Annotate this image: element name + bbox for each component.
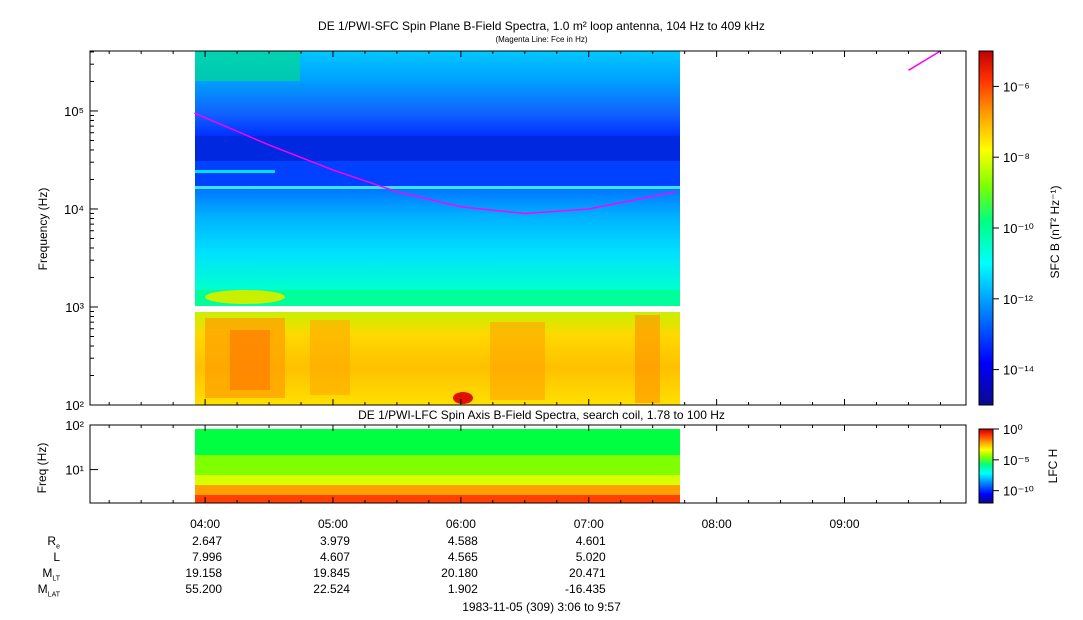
lower-red-band — [195, 495, 680, 503]
main-y-tick-label: 10² — [65, 398, 84, 413]
blue-band — [195, 161, 680, 186]
ephemeris-value: 5.020 — [575, 550, 606, 564]
lower-spectrogram — [195, 429, 680, 503]
red-spot — [453, 392, 473, 404]
time-tick-label: 04:00 — [190, 517, 221, 531]
lower-y-axis-label: Freq (Hz) — [35, 442, 49, 494]
ephemeris-value: 2.647 — [192, 534, 223, 548]
lower-y-tick-label: 10² — [65, 418, 84, 433]
lower-colorbar — [978, 428, 994, 504]
mid-frequency-band — [195, 186, 680, 306]
green-band — [195, 290, 680, 306]
ephemeris-label-mlt: MLT — [42, 566, 60, 583]
lower-colorbar-tick-label: 10⁰ — [1003, 422, 1023, 437]
cyan-streak — [195, 170, 275, 173]
main-colorbar-label: SFC B (nT² Hz⁻¹) — [1048, 185, 1062, 279]
time-tick-label: 06:00 — [445, 517, 476, 531]
time-tick-label: 08:00 — [701, 517, 732, 531]
ephemeris-value: 1.902 — [447, 582, 478, 596]
yellow-burst — [205, 290, 285, 304]
ephemeris-value: 22.524 — [313, 582, 350, 596]
fce-line-series-late — [908, 50, 941, 71]
main-y-tick-label: 10⁵ — [64, 104, 84, 119]
main-y-axis: 10² 10³ 10⁴ 10⁵ — [64, 51, 98, 413]
ephemeris-value: 4.588 — [447, 534, 478, 548]
lower-plot-frame — [89, 424, 967, 504]
green-patch — [195, 51, 300, 81]
ephemeris-value: 7.996 — [192, 550, 223, 564]
main-plot-frame — [89, 50, 967, 406]
main-chart-subtitle: (Magenta Line: Fce in Hz) — [495, 35, 588, 44]
ephemeris-value: 4.607 — [319, 550, 350, 564]
lower-y-axis: 10¹ 10² — [65, 418, 98, 478]
time-tick-label: 07:00 — [573, 517, 604, 531]
time-tick-label: 09:00 — [829, 517, 860, 531]
lower-colorbar-tick-label: 10⁻¹⁰ — [1003, 484, 1034, 499]
main-colorbar-tick-label: 10⁻⁶ — [1003, 79, 1030, 94]
ephemeris-label-mlat: MLAT — [37, 582, 60, 599]
main-spectrogram — [195, 51, 680, 405]
lower-orange-band — [195, 485, 680, 495]
orange-patch-4 — [490, 322, 545, 400]
main-chart-title: DE 1/PWI-SFC Spin Plane B-Field Spectra,… — [318, 19, 765, 33]
footer-time-range: 1983-11-05 (309) 3:06 to 9:57 — [462, 600, 621, 614]
lower-y-tick-label: 10¹ — [65, 463, 84, 478]
orange-patch-3 — [310, 320, 350, 395]
lower-chart-title: DE 1/PWI-LFC Spin Axis B-Field Spectra, … — [358, 408, 725, 422]
orange-patch-5 — [635, 315, 660, 403]
main-colorbar-axis: 10⁻⁶ 10⁻⁸ 10⁻¹⁰ 10⁻¹² 10⁻¹⁴ — [993, 79, 1034, 378]
ephemeris-value: -16.435 — [565, 582, 606, 596]
lower-yellow-band — [195, 475, 680, 485]
ephemeris-value: 19.845 — [313, 566, 350, 580]
ephemeris-value: 4.601 — [575, 534, 606, 548]
main-colorbar-tick-label: 10⁻⁸ — [1003, 150, 1030, 165]
orange-patch-2 — [230, 330, 270, 390]
cyan-line — [195, 186, 680, 189]
time-tick-label: 05:00 — [317, 517, 348, 531]
ephemeris-value: 3.979 — [319, 534, 350, 548]
main-y-axis-label: Frequency (Hz) — [36, 187, 50, 271]
ephemeris-value: 20.180 — [441, 566, 478, 580]
lower-lime-band — [195, 455, 680, 475]
ephemeris-value: 20.471 — [569, 566, 606, 580]
main-colorbar — [978, 50, 994, 406]
data-gap — [195, 306, 680, 312]
lower-colorbar-label: LFC H — [1046, 448, 1060, 484]
ephemeris-label-re: Re — [47, 534, 60, 551]
main-colorbar-tick-label: 10⁻¹² — [1003, 292, 1034, 307]
ephemeris-label-l: L — [53, 550, 60, 564]
main-colorbar-tick-label: 10⁻¹⁴ — [1003, 363, 1034, 378]
lower-green-band — [195, 429, 680, 455]
dark-blue-band — [195, 136, 680, 161]
lower-colorbar-tick-label: 10⁻⁵ — [1003, 453, 1030, 468]
fce-line-series — [194, 112, 677, 215]
main-y-tick-label: 10³ — [65, 300, 84, 315]
lower-colorbar-axis: 10⁰ 10⁻⁵ 10⁻¹⁰ — [993, 422, 1034, 499]
ephemeris-value: 55.200 — [185, 582, 223, 596]
ephemeris-value: 19.158 — [185, 566, 223, 580]
time-axis — [108, 51, 941, 503]
ephemeris-value: 4.565 — [447, 550, 478, 564]
main-y-tick-label: 10⁴ — [64, 202, 84, 217]
main-colorbar-tick-label: 10⁻¹⁰ — [1003, 221, 1034, 236]
